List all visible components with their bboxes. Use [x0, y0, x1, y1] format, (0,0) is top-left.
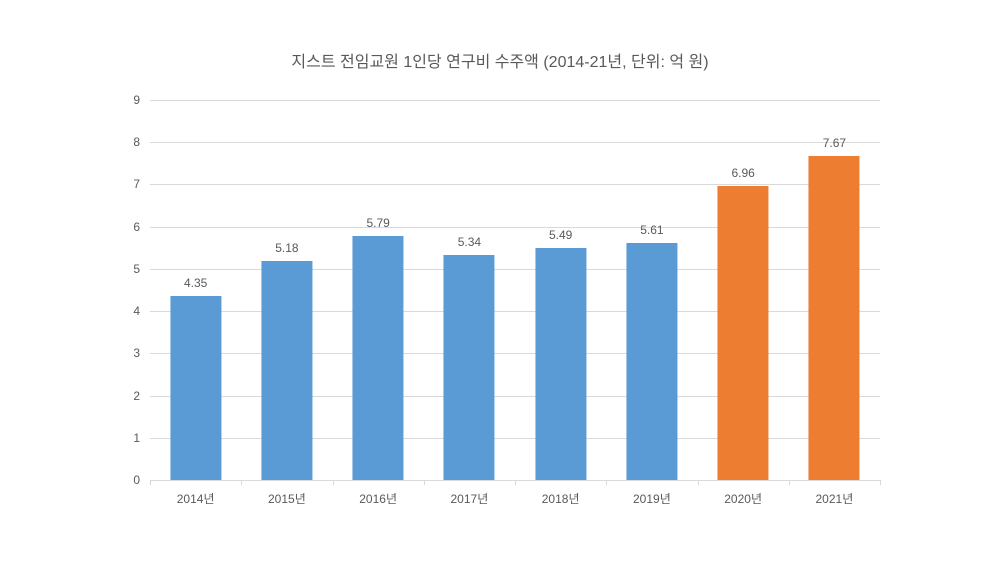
x-tick-label: 2020년: [724, 490, 762, 507]
bar-slot: 6.962020년: [698, 100, 789, 480]
bar: 5.18: [261, 261, 312, 480]
x-tick-label: 2021년: [816, 490, 854, 507]
bar-value-label: 7.67: [823, 136, 846, 150]
bar-value-label: 5.49: [549, 228, 572, 242]
x-tick-label: 2019년: [633, 490, 671, 507]
bar-slot: 4.352014년: [150, 100, 241, 480]
y-tick-label: 8: [133, 135, 140, 149]
bar: 5.34: [444, 255, 495, 480]
bar: 7.67: [809, 156, 860, 480]
plot-area: 01234567894.352014년5.182015년5.792016년5.3…: [150, 100, 880, 480]
bar: 5.79: [353, 236, 404, 480]
x-tick-label: 2015년: [268, 490, 306, 507]
y-tick-label: 5: [133, 262, 140, 276]
bar: 5.49: [535, 248, 586, 480]
bar-value-label: 5.79: [366, 216, 389, 230]
x-tick-label: 2018년: [542, 490, 580, 507]
x-tick-mark: [424, 480, 425, 485]
bar-slot: 5.612019년: [606, 100, 697, 480]
x-tick-label: 2014년: [177, 490, 215, 507]
bar-slot: 5.792016년: [333, 100, 424, 480]
bar-value-label: 5.61: [640, 223, 663, 237]
x-tick-mark: [880, 480, 881, 485]
bar-value-label: 5.18: [275, 241, 298, 255]
bar-value-label: 5.34: [458, 235, 481, 249]
chart-title: 지스트 전임교원 1인당 연구비 수주액 (2014-21년, 단위: 억 원): [0, 48, 1000, 72]
y-tick-label: 7: [133, 177, 140, 191]
x-tick-mark: [698, 480, 699, 485]
y-tick-label: 6: [133, 220, 140, 234]
bar-value-label: 4.35: [184, 276, 207, 290]
bar-slot: 5.492018년: [515, 100, 606, 480]
chart-container: 지스트 전임교원 1인당 연구비 수주액 (2014-21년, 단위: 억 원)…: [0, 0, 1000, 563]
bar: 5.61: [626, 243, 677, 480]
bar: 4.35: [170, 296, 221, 480]
y-tick-label: 1: [133, 431, 140, 445]
x-tick-label: 2016년: [359, 490, 397, 507]
bar-slot: 7.672021년: [789, 100, 880, 480]
x-tick-mark: [150, 480, 151, 485]
y-tick-label: 0: [133, 473, 140, 487]
x-tick-mark: [515, 480, 516, 485]
y-tick-label: 4: [133, 304, 140, 318]
x-tick-label: 2017년: [451, 490, 489, 507]
x-tick-mark: [789, 480, 790, 485]
y-tick-label: 3: [133, 346, 140, 360]
y-tick-label: 2: [133, 389, 140, 403]
x-tick-mark: [241, 480, 242, 485]
bar-slot: 5.182015년: [241, 100, 332, 480]
bar-slot: 5.342017년: [424, 100, 515, 480]
x-tick-mark: [606, 480, 607, 485]
x-tick-mark: [333, 480, 334, 485]
bar: 6.96: [718, 186, 769, 480]
y-tick-label: 9: [133, 93, 140, 107]
bar-value-label: 6.96: [731, 166, 754, 180]
